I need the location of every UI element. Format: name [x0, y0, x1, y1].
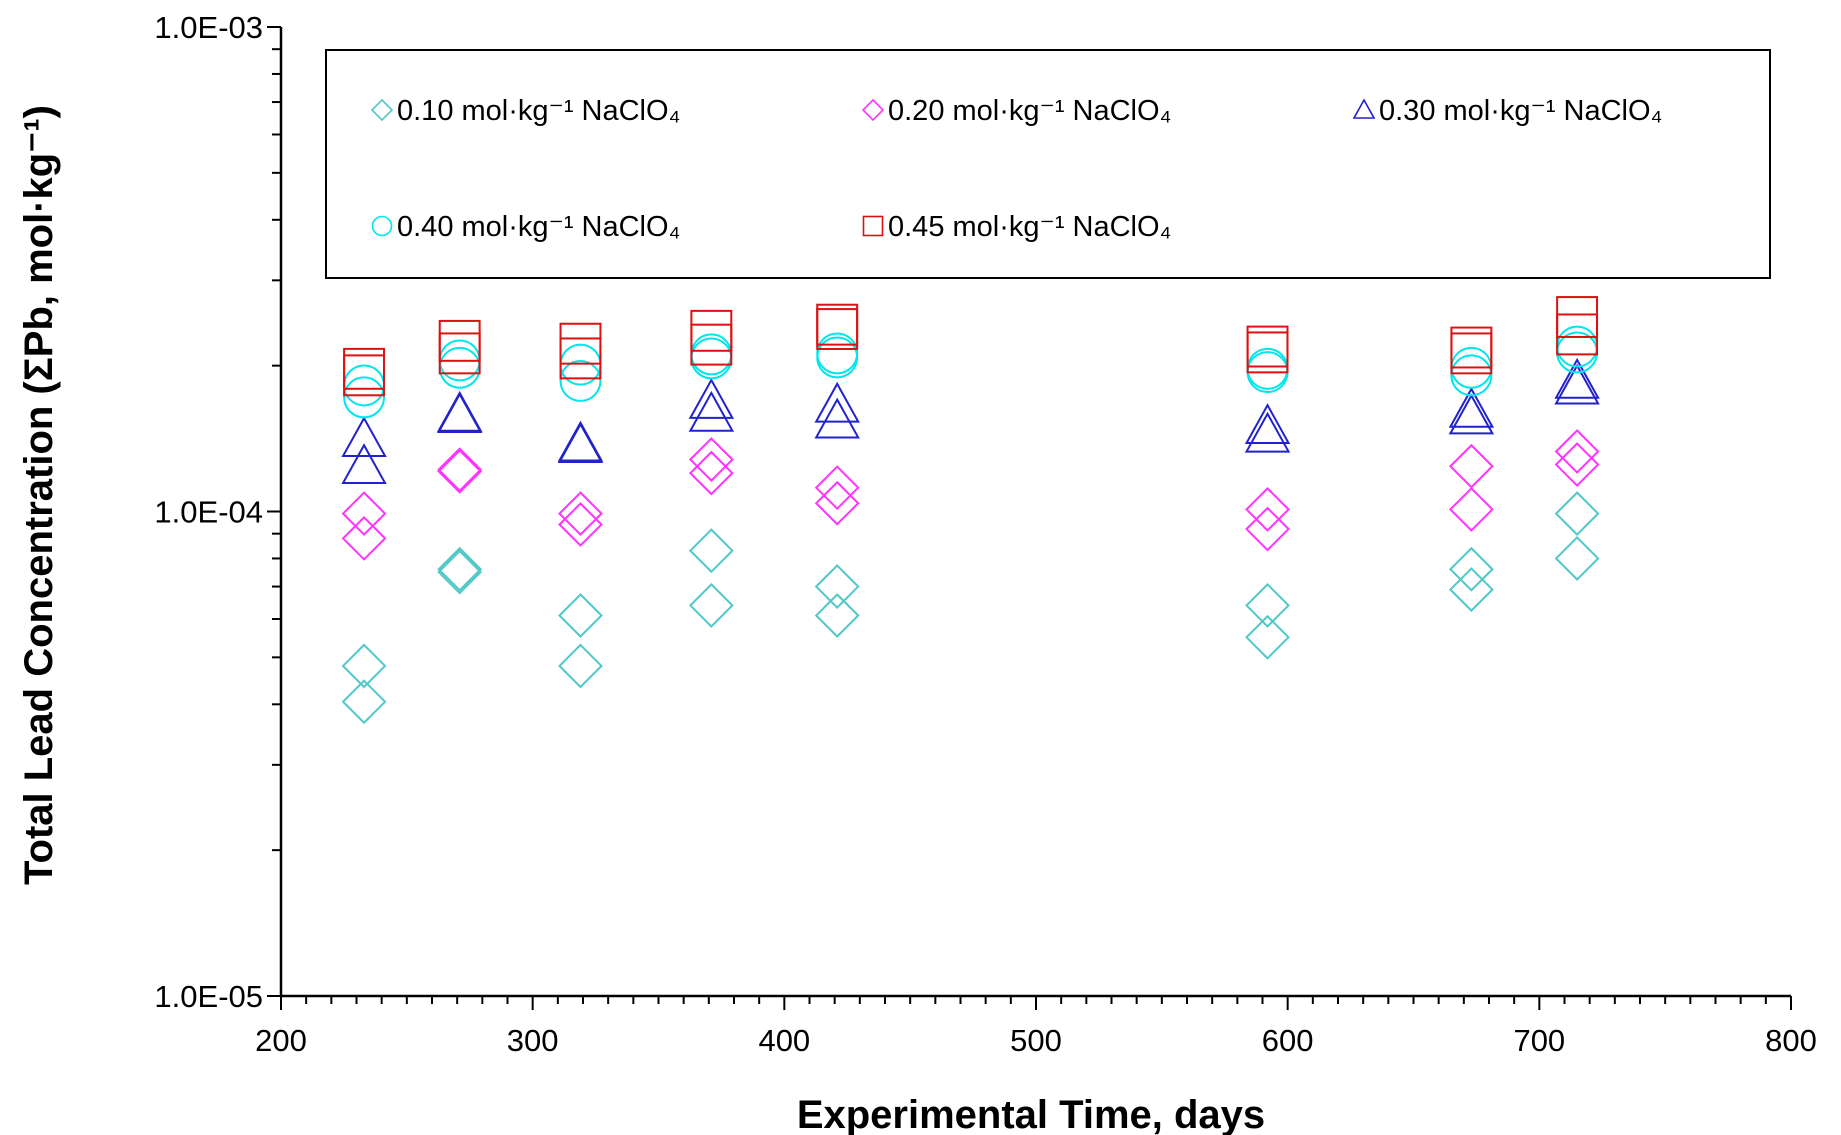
y-axis: 1.0E-05 1.0E-04 1.0E-03	[154, 10, 281, 1014]
data-point-diamond	[558, 491, 603, 537]
data-point-diamond	[1554, 442, 1600, 487]
y-tick-label: 1.0E-04	[154, 495, 263, 530]
data-point-square	[816, 308, 859, 350]
data-point-square	[690, 323, 733, 366]
data-point-circle	[1450, 354, 1493, 397]
data-point-triangle	[557, 422, 604, 464]
data-point-circle	[438, 346, 481, 389]
data-point-triangle	[1244, 411, 1291, 453]
x-tick-label: 800	[1765, 1023, 1817, 1058]
data-point-diamond	[437, 447, 483, 493]
data-point-diamond	[814, 593, 860, 638]
x-tick-label: 400	[758, 1023, 810, 1058]
data-point-triangle	[1554, 357, 1600, 399]
data-point-triangle	[688, 390, 735, 432]
data-point-diamond	[1448, 546, 1494, 592]
data-point-triangle	[814, 381, 860, 423]
data-point-square	[559, 337, 602, 380]
data-point-diamond	[1554, 536, 1600, 581]
legend-marker-triangle	[1352, 98, 1376, 119]
legend-label: 0.45 mol·kg⁻¹ NaClO₄	[888, 211, 1171, 243]
data-point-diamond	[1245, 582, 1290, 628]
data-point-diamond	[1245, 614, 1290, 660]
legend: 0.10 mol·kg⁻¹ NaClO₄ 0.20 mol·kg⁻¹ NaClO₄…	[325, 49, 1771, 279]
data-point-diamond	[437, 448, 483, 494]
data-point-circle	[816, 332, 859, 375]
data-point-diamond	[437, 546, 483, 592]
data-point-diamond	[437, 549, 483, 595]
data-point-circle	[1246, 347, 1289, 390]
legend-label: 0.10 mol·kg⁻¹ NaClO₄	[397, 95, 680, 127]
data-point-triangle	[436, 392, 483, 434]
data-point-square	[343, 354, 386, 397]
x-tick-label: 600	[1262, 1023, 1314, 1058]
y-axis-title: Total Lead Concentration (ΣPb, mol·kg⁻¹)	[17, 105, 61, 885]
data-point-square	[1450, 332, 1493, 375]
legend-label: 0.30 mol·kg⁻¹ NaClO₄	[1379, 95, 1662, 127]
data-point-circle	[343, 364, 385, 407]
data-point-triangle	[1448, 393, 1495, 435]
data-point-diamond	[1448, 443, 1494, 489]
data-point-diamond	[341, 515, 387, 561]
data-point-diamond	[688, 450, 734, 496]
legend-marker-circle	[371, 215, 393, 237]
data-point-diamond	[688, 528, 734, 574]
data-point-circle	[690, 333, 733, 376]
data-point-circle	[559, 359, 602, 402]
data-point-diamond	[1448, 486, 1494, 532]
data-point-diamond	[341, 643, 387, 689]
data-point-diamond	[1245, 506, 1290, 552]
data-point-diamond	[688, 582, 734, 628]
y-tick-label: 1.0E-03	[154, 10, 263, 45]
data-point-triangle	[1448, 386, 1495, 428]
data-point-triangle	[557, 420, 604, 462]
data-point-diamond	[814, 465, 860, 511]
data-point-diamond	[1245, 486, 1290, 532]
x-tick-label: 300	[507, 1023, 559, 1058]
data-points	[341, 296, 1600, 725]
data-point-diamond	[1554, 429, 1600, 474]
legend-marker-diamond	[370, 98, 394, 122]
data-point-triangle	[1244, 403, 1291, 444]
legend-label: 0.40 mol·kg⁻¹ NaClO₄	[397, 211, 680, 243]
x-tick-label: 200	[255, 1023, 307, 1058]
data-point-triangle	[436, 390, 483, 432]
data-point-square	[438, 332, 481, 375]
data-point-circle	[690, 337, 733, 380]
data-point-triangle	[341, 416, 387, 458]
data-point-triangle	[1554, 363, 1600, 405]
data-point-diamond	[688, 437, 734, 482]
data-point-diamond	[558, 502, 603, 547]
data-point-square	[1246, 331, 1289, 374]
x-axis: 200 300 400 500 600 700 800	[255, 996, 1817, 1058]
data-point-square	[1556, 313, 1599, 356]
legend-box	[325, 49, 1771, 279]
data-point-circle	[816, 336, 859, 379]
y-tick-label: 1.0E-05	[154, 979, 263, 1014]
legend-marker-square	[862, 215, 884, 237]
data-point-diamond	[1448, 567, 1494, 612]
data-point-diamond	[341, 679, 387, 725]
data-point-diamond	[558, 643, 603, 689]
x-axis-title: Experimental Time, days	[797, 1093, 1265, 1135]
data-point-circle	[343, 376, 385, 419]
data-point-triangle	[341, 443, 387, 485]
data-point-diamond	[558, 593, 603, 638]
x-tick-label: 700	[1513, 1023, 1565, 1058]
data-point-triangle	[688, 378, 735, 419]
data-point-triangle	[814, 397, 860, 439]
data-point-diamond	[814, 480, 860, 526]
data-point-diamond	[1554, 491, 1600, 537]
legend-marker-diamond	[861, 98, 885, 122]
data-point-diamond	[341, 491, 387, 537]
data-point-diamond	[814, 564, 860, 609]
legend-label: 0.20 mol·kg⁻¹ NaClO₄	[888, 95, 1171, 127]
x-tick-label: 500	[1010, 1023, 1062, 1058]
